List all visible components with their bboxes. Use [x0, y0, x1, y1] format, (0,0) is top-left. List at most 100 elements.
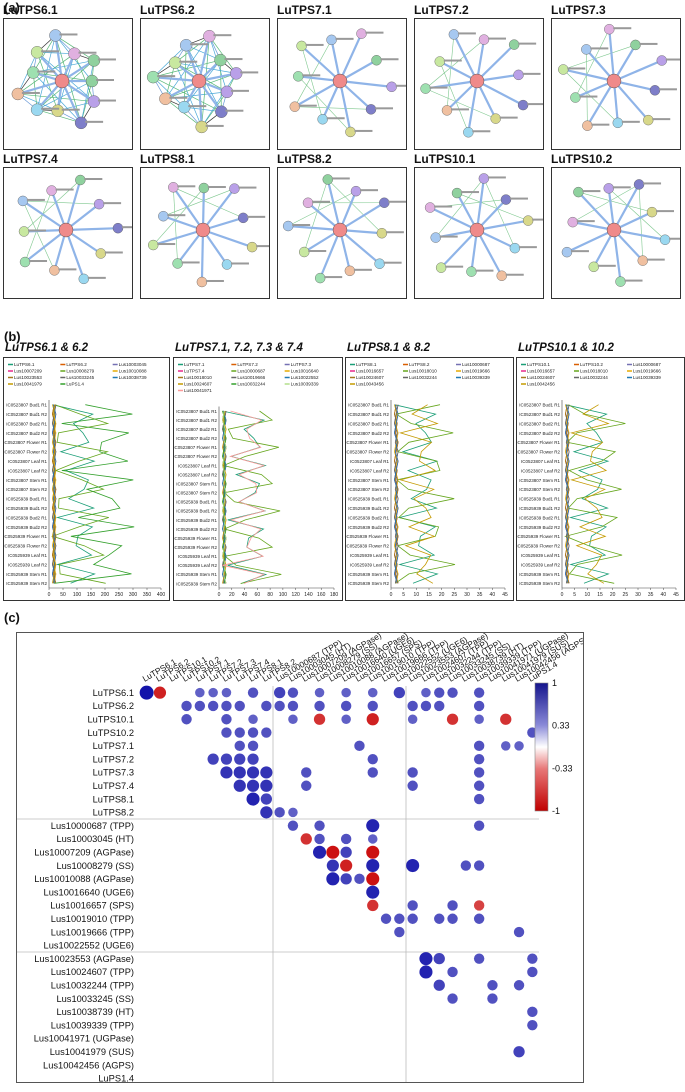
- correlation-dot: [248, 714, 258, 724]
- sample-label: IC0525939 Stem R2: [6, 581, 47, 586]
- correlation-dot: [340, 873, 352, 885]
- legend-entry: Lus10033245: [66, 375, 94, 380]
- network-node-label: [247, 215, 266, 218]
- x-tick-label: 50: [60, 592, 66, 598]
- correlation-dot: [473, 913, 485, 924]
- network-edge: [153, 76, 222, 113]
- network-edge: [586, 80, 615, 127]
- network-node: [317, 114, 328, 125]
- sample-label: IC0525939 Bud1 R1: [519, 497, 560, 502]
- network-node: [78, 273, 89, 285]
- network-node-label: [85, 120, 104, 123]
- network-edge: [60, 80, 83, 124]
- network-node-label: [190, 43, 209, 46]
- legend-entry: Lus10000687: [462, 362, 490, 367]
- network-edge: [22, 200, 67, 231]
- sample-label: IC0525939 Bud1 R1: [348, 497, 389, 502]
- correlation-dot: [434, 700, 445, 712]
- network-edge: [153, 59, 221, 78]
- sample-label: IC0525939 Leaf R2: [350, 562, 390, 567]
- network-node-label: [26, 198, 45, 201]
- network-node-label: [354, 129, 373, 132]
- expression-line: [393, 404, 399, 584]
- x-tick-label: 20: [229, 592, 235, 598]
- network-node-label: [509, 197, 528, 200]
- network-edge: [153, 76, 200, 83]
- correlation-dot: [500, 713, 512, 725]
- expression-line: [51, 404, 57, 584]
- network-node-label: [167, 214, 186, 217]
- network-edge: [425, 88, 496, 119]
- legend-entry: Lus10039339: [462, 375, 490, 380]
- correlation-dot: [221, 700, 232, 712]
- correlation-dot: [460, 860, 472, 871]
- correlation-dot: [394, 926, 405, 938]
- network-node: [289, 101, 300, 112]
- network-edge: [483, 178, 516, 249]
- network-node-label: [360, 189, 379, 192]
- x-tick-label: 20: [610, 592, 616, 598]
- network-node: [350, 185, 362, 197]
- legend-entry: LuTPS10.2: [580, 362, 603, 367]
- sample-label: IC0525939 Bud2 R2: [6, 525, 47, 530]
- sample-label: IC0525939 Bud1 R1: [6, 497, 47, 502]
- network-edge: [36, 35, 56, 110]
- legend-entry: Lus10032244: [580, 375, 608, 380]
- correlation-dot: [473, 860, 485, 871]
- correlation-dot: [221, 687, 232, 698]
- sample-label: IC0523807 Leaf R1: [8, 459, 48, 464]
- x-tick-label: 25: [623, 592, 629, 598]
- x-tick-label: 20: [439, 592, 445, 598]
- network-node: [463, 127, 474, 138]
- network-edge: [173, 187, 178, 264]
- network-node-label: [335, 37, 354, 40]
- network-edge: [294, 80, 341, 108]
- legend-entry: Lus10016640: [291, 369, 319, 374]
- row-label: Lus10000687 (TPP): [51, 821, 134, 831]
- correlation-dot: [473, 700, 485, 712]
- network-node-label: [527, 103, 543, 106]
- correlation-dot: [447, 993, 458, 1004]
- correlation-dot: [247, 727, 259, 738]
- correlation-dot: [514, 741, 524, 751]
- network-node: [356, 28, 367, 39]
- correlation-dot: [366, 859, 380, 873]
- expression-chart-title: LuTPS10.1 & 10.2: [518, 342, 614, 354]
- network-edge: [173, 187, 244, 219]
- correlation-dot: [287, 700, 299, 712]
- network-graph: [3, 18, 133, 150]
- network-node-label: [256, 245, 269, 248]
- network-edge: [476, 43, 515, 82]
- x-tick-label: 25: [452, 592, 458, 598]
- correlation-dot: [447, 900, 458, 911]
- network-svg: [17, 174, 132, 285]
- sample-label: IC0525939 Flower R2: [4, 544, 47, 549]
- correlation-dot: [407, 913, 418, 924]
- network-node-label: [567, 67, 586, 70]
- correlation-dot: [368, 687, 378, 698]
- sample-label: IC0523807 Flower R2: [4, 450, 47, 455]
- x-tick-label: 60: [255, 592, 261, 598]
- network-node-label: [429, 86, 448, 89]
- sample-label: IC0523807 Bud1 R1: [6, 403, 47, 408]
- network-edge: [339, 229, 381, 265]
- network-node: [18, 226, 30, 237]
- network-node: [496, 270, 507, 281]
- network-node: [49, 265, 60, 276]
- network-edge: [339, 201, 385, 231]
- network-title: LuTPS6.2: [140, 3, 195, 17]
- network-edge: [17, 53, 75, 95]
- correlation-dot: [153, 686, 167, 699]
- sample-label: IC0525939 Bud2 R1: [6, 515, 47, 520]
- network-edge: [80, 60, 95, 123]
- correlation-dot: [513, 1046, 525, 1058]
- network-edge: [64, 179, 82, 231]
- correlation-dot: [274, 700, 285, 712]
- network-node-label: [434, 205, 453, 208]
- network-node: [148, 239, 159, 251]
- network-title: LuTPS7.1: [277, 3, 332, 17]
- network-node: [365, 104, 377, 115]
- correlation-dot: [407, 900, 418, 911]
- sample-label: IC0523807 Stem R2: [6, 487, 47, 492]
- correlation-dot: [487, 993, 498, 1004]
